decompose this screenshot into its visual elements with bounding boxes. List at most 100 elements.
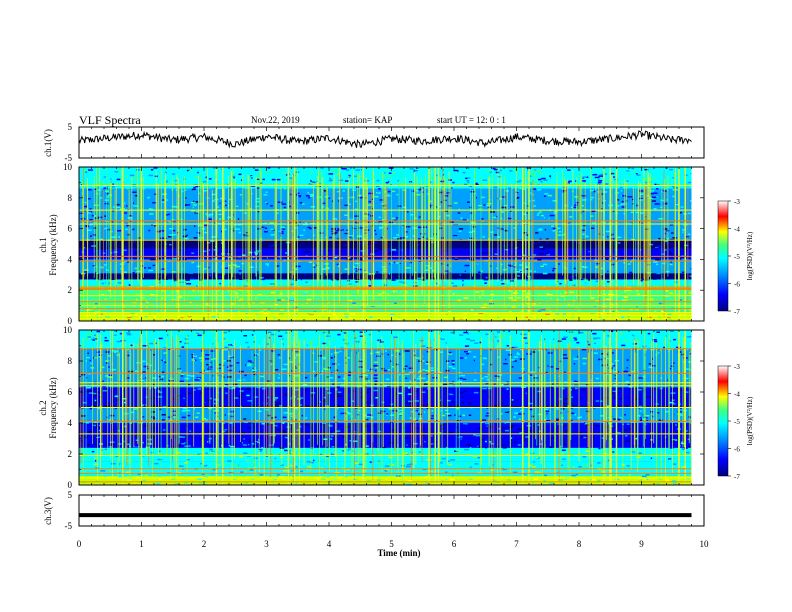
spectrogram-speckle [178,313,183,315]
spectrogram-speckle [497,198,502,200]
spectrogram-speckle [346,468,350,471]
spectrogram-speckle [518,269,523,271]
spectrogram-speckle [628,174,631,177]
spectrogram-speckle [544,302,547,305]
spectrogram-speckle [658,302,663,305]
spectrogram-speckle [654,243,658,245]
spectrogram-speckle [620,203,626,205]
spectrogram-speckle [151,223,153,226]
spectrogram-speckle [672,415,676,417]
spectrogram-speckle [148,387,151,390]
spectrogram-speckle [280,215,283,217]
spectrogram-speckle [673,460,677,462]
spectrogram-speckle [229,387,234,390]
spectrogram-speckle [458,285,461,287]
spectrogram-speckle [680,279,686,282]
spectrogram-speckle [388,167,394,169]
spectrogram-speckle [519,463,523,465]
spectrogram-speckle [158,294,162,296]
spectrogram-speckle [268,174,273,176]
spectrogram-speckle [257,293,262,296]
spectrogram-speckle [186,458,190,461]
date-label: Nov.22, 2019 [251,115,300,125]
spectrogram-speckle [307,458,311,460]
spectrogram-speckle [406,267,411,269]
spectrogram-speckle [684,244,689,247]
spectrogram-speckle [557,302,563,304]
spectrogram-speckle [274,403,280,406]
spectrogram-speckle [427,387,429,390]
spectrogram-speckle [606,296,610,298]
spectrogram-speckle [89,456,95,458]
spectrogram-speckle [160,453,164,456]
spectrogram-speckle [185,207,188,209]
spectrogram-speckle [136,299,138,301]
spectrogram-speckle [679,198,682,200]
spectrogram-speckle [550,297,552,300]
spectrogram-speckle [205,476,209,478]
spectrogram-speckle [544,229,546,231]
spectrogram-speckle [574,204,578,206]
spectrogram-speckle [621,236,626,239]
spectrogram-speckle [407,393,413,395]
spectrogram-speckle [391,299,394,301]
spectrogram-speckle [347,280,350,283]
spectrogram-speckle [665,454,668,456]
spectrogram-speckle [307,283,311,285]
spectrogram-speckle [176,450,179,453]
spectrogram-speckle [504,204,508,207]
spectrogram-speckle [80,434,83,436]
spectrogram-speckle [133,241,137,243]
spectrogram-speckle [270,205,273,207]
spectrogram-speckle [316,180,318,183]
spectrogram-speckle [196,240,198,243]
spectrogram-speckle [493,216,497,219]
spectrogram-speckle [635,213,637,216]
spectrogram-speckle [235,265,240,268]
spectrogram-speckle [552,230,556,232]
spectrogram-speckle [405,226,408,228]
spectrogram-speckle [138,219,140,221]
spectrogram-speckle [214,222,216,225]
spectrogram-speckle [227,429,229,431]
spectrogram-speckle [671,319,673,321]
spectrogram-speckle [385,478,388,481]
spectrogram-speckle [263,224,266,227]
spectrogram-speckle [175,189,178,191]
spectrogram-speckle [334,181,337,183]
spectrogram-speckle [458,228,464,230]
spectrogram-speckle [453,235,458,237]
spectrogram-speckle [194,460,198,462]
spectrogram-speckle [208,249,210,251]
spectrogram-speckle [179,180,182,182]
spectrogram-speckle [429,429,431,431]
spectrogram-speckle [336,263,339,266]
spectrogram-speckle [564,398,570,400]
spectrogram-speckle [623,299,629,301]
spectrogram-speckle [224,390,227,393]
spectrogram-speckle [499,279,503,282]
spectrogram-speckle [146,194,152,196]
spectrogram-speckle [333,232,338,234]
spectrogram-speckle [357,289,359,291]
spectrogram-speckle [84,299,89,302]
spectrogram-speckle [642,475,647,478]
spectrogram-speckle [153,310,155,312]
spectrogram-speckle [255,312,261,315]
spectrogram-speckle [658,419,663,422]
spectrogram-speckle [245,232,248,234]
spectrogram-speckle [129,475,131,477]
spectrogram-speckle [573,460,576,463]
spectrogram-speckle [561,202,565,205]
spectrogram-speckle [627,316,630,318]
spectrogram-speckle [148,269,153,272]
spectrogram-speckle [651,281,656,283]
spectrogram-speckle [384,465,390,467]
spectrogram-speckle [347,257,351,259]
spectrogram-speckle [351,189,357,191]
spectrogram-speckle [475,192,477,195]
spectrogram-speckle [300,470,304,473]
spectrogram-speckle [471,482,477,484]
spectrogram-speckle [654,285,656,288]
spectrogram-speckle [420,402,423,404]
